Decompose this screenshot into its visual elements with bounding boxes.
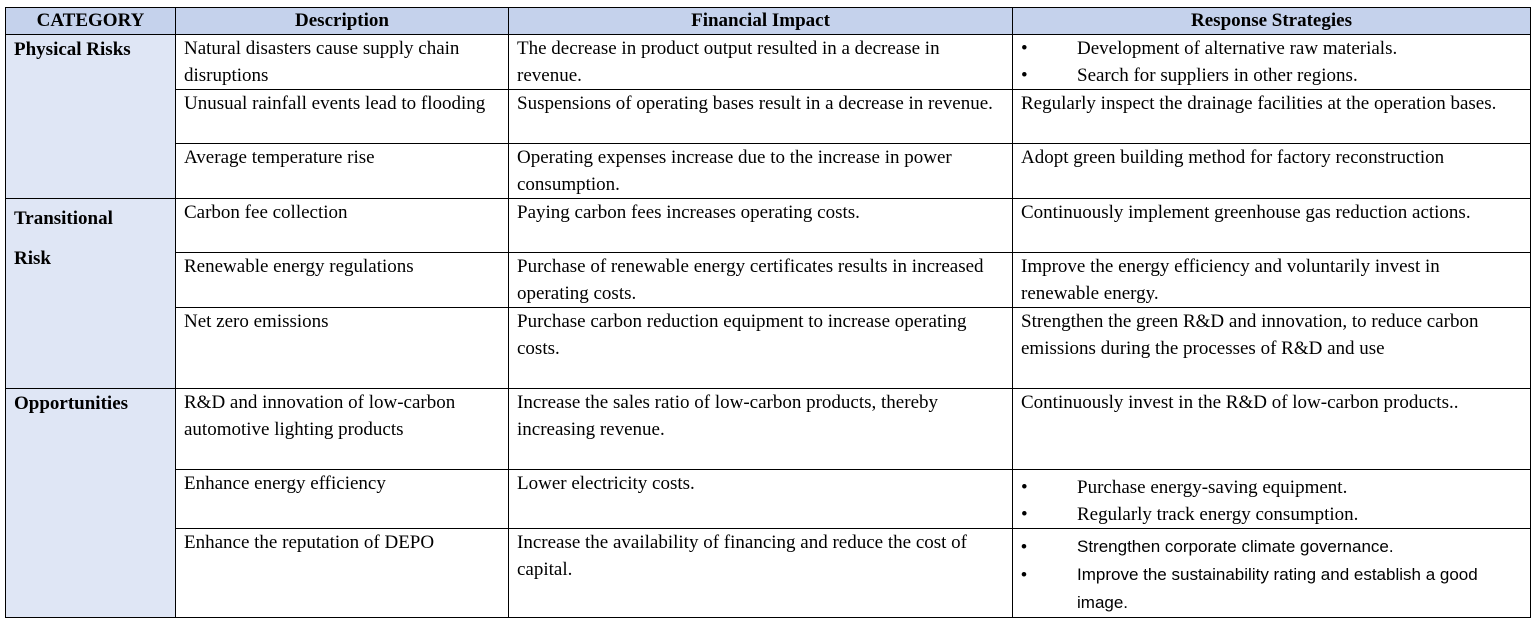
list-item: • Search for suppliers in other regions. bbox=[1021, 62, 1522, 89]
strategy-text: Search for suppliers in other regions. bbox=[1077, 65, 1358, 86]
bullet-icon: • bbox=[1021, 38, 1028, 59]
strategy-bullet-list: • Development of alternative raw material… bbox=[1021, 35, 1522, 89]
table-row: Unusual rainfall events lead to flooding… bbox=[6, 89, 1531, 144]
header-description: Description bbox=[175, 7, 509, 35]
strategy-text: Improve the sustainability rating and es… bbox=[1077, 565, 1478, 612]
description-cell: Enhance energy efficiency bbox=[175, 469, 509, 529]
impact-cell: Purchase of renewable energy certificate… bbox=[508, 252, 1013, 308]
list-item: • Improve the sustainability rating and e… bbox=[1021, 561, 1522, 617]
impact-cell: The decrease in product output resulted … bbox=[508, 34, 1013, 90]
description-cell: Unusual rainfall events lead to flooding bbox=[175, 89, 509, 144]
list-item: • Strengthen corporate climate governance… bbox=[1021, 533, 1522, 561]
impact-cell: Operating expenses increase due to the i… bbox=[508, 143, 1013, 199]
strategy-text: Strengthen corporate climate governance. bbox=[1077, 537, 1394, 556]
strategy-cell: • Strengthen corporate climate governance… bbox=[1012, 528, 1531, 618]
header-category: CATEGORY bbox=[5, 7, 176, 35]
description-cell: Natural disasters cause supply chain dis… bbox=[175, 34, 509, 90]
strategy-cell: Regularly inspect the drainage facilitie… bbox=[1012, 89, 1531, 144]
list-item: • Development of alternative raw material… bbox=[1021, 35, 1522, 62]
impact-cell: Increase the availability of financing a… bbox=[508, 528, 1013, 618]
category-label: Transitional Risk bbox=[14, 208, 113, 269]
description-cell: R&D and innovation of low-carbon automot… bbox=[175, 388, 509, 470]
impact-cell: Increase the sales ratio of low-carbon p… bbox=[508, 388, 1013, 470]
strategy-bullet-list: • Purchase energy-saving equipment. • Regu… bbox=[1021, 470, 1522, 528]
strategy-cell: Continuously invest in the R&D of low-ca… bbox=[1012, 388, 1531, 470]
table-row: Enhance the reputation of DEPO Increase … bbox=[6, 528, 1531, 618]
strategy-cell: Continuously implement greenhouse gas re… bbox=[1012, 198, 1531, 253]
description-cell: Renewable energy regulations bbox=[175, 252, 509, 308]
impact-cell: Lower electricity costs. bbox=[508, 469, 1013, 529]
strategy-text: Regularly track energy consumption. bbox=[1077, 504, 1359, 525]
description-cell: Average temperature rise bbox=[175, 143, 509, 199]
description-cell: Enhance the reputation of DEPO bbox=[175, 528, 509, 618]
strategy-cell: • Purchase energy-saving equipment. • Regu… bbox=[1012, 469, 1531, 529]
table-row: Average temperature rise Operating expen… bbox=[6, 143, 1531, 199]
bullet-icon: • bbox=[1021, 565, 1027, 584]
table-row: Renewable energy regulations Purchase of… bbox=[6, 252, 1531, 308]
list-item: • Regularly track energy consumption. bbox=[1021, 501, 1522, 528]
table-row: Opportunities R&D and innovation of low-… bbox=[5, 388, 1531, 618]
strategy-text: Development of alternative raw materials… bbox=[1077, 38, 1398, 59]
strategy-cell: Improve the energy efficiency and volunt… bbox=[1012, 252, 1531, 308]
strategy-text: Purchase energy-saving equipment. bbox=[1077, 477, 1348, 498]
table-row: Transitional Risk Carbon fee collection … bbox=[5, 198, 1531, 389]
strategy-cell: • Development of alternative raw material… bbox=[1012, 34, 1531, 90]
bullet-icon: • bbox=[1021, 504, 1028, 525]
list-item: • Purchase energy-saving equipment. bbox=[1021, 474, 1522, 501]
table-row: Net zero emissions Purchase carbon reduc… bbox=[6, 307, 1531, 389]
header-row: CATEGORY Description Financial Impact Re… bbox=[5, 7, 1531, 35]
header-response-strategies: Response Strategies bbox=[1012, 7, 1531, 35]
category-transitional-risk: Transitional Risk bbox=[5, 198, 176, 389]
table-row: Physical Risks Natural disasters cause s… bbox=[5, 34, 1531, 199]
strategy-bullet-list: • Strengthen corporate climate governance… bbox=[1021, 529, 1522, 617]
strategy-cell: Adopt green building method for factory … bbox=[1012, 143, 1531, 199]
bullet-icon: • bbox=[1021, 65, 1028, 86]
climate-risk-table: CATEGORY Description Financial Impact Re… bbox=[5, 7, 1531, 618]
strategy-cell: Strengthen the green R&D and innovation,… bbox=[1012, 307, 1531, 389]
bullet-icon: • bbox=[1021, 537, 1027, 556]
category-physical-risks: Physical Risks bbox=[5, 34, 176, 199]
impact-cell: Paying carbon fees increases operating c… bbox=[508, 198, 1013, 253]
description-cell: Carbon fee collection bbox=[175, 198, 509, 253]
description-cell: Net zero emissions bbox=[175, 307, 509, 389]
header-financial-impact: Financial Impact bbox=[508, 7, 1013, 35]
risk-table-container: CATEGORY Description Financial Impact Re… bbox=[5, 7, 1531, 618]
impact-cell: Suspensions of operating bases result in… bbox=[508, 89, 1013, 144]
category-opportunities: Opportunities bbox=[5, 388, 176, 618]
table-row: Enhance energy efficiency Lower electric… bbox=[6, 469, 1531, 529]
impact-cell: Purchase carbon reduction equipment to i… bbox=[508, 307, 1013, 389]
bullet-icon: • bbox=[1021, 477, 1028, 498]
